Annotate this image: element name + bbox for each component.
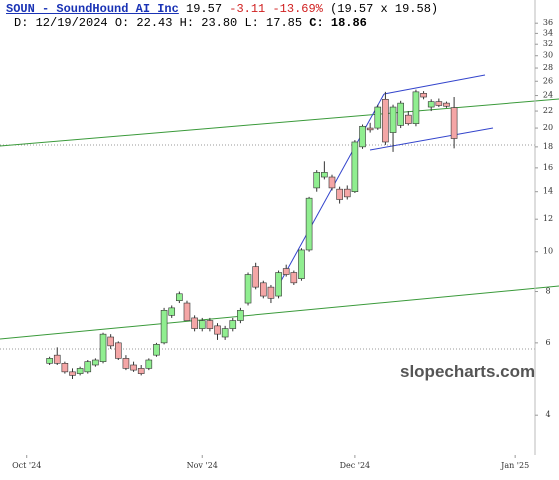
low: L: 17.85 [244, 16, 303, 30]
candle-body [305, 197, 313, 251]
candle-body [412, 91, 420, 124]
candle-body [107, 336, 114, 347]
candle-body [69, 371, 76, 376]
candle-body [130, 364, 137, 371]
y-tick-label: 30 [543, 51, 553, 60]
candle-body [366, 127, 374, 131]
y-tick-label: 4 [545, 410, 550, 419]
candle-body [351, 141, 359, 192]
trend-line [275, 93, 385, 291]
ohlc-header: D: 12/19/2024 O: 22.43 H: 23.80 L: 17.85… [14, 16, 367, 30]
change: -3.11 [229, 2, 266, 16]
high: H: 23.80 [179, 16, 238, 30]
candle-body [191, 317, 198, 329]
candle-body [435, 101, 443, 106]
bid-ask: (19.57 x 19.58) [330, 2, 439, 16]
candle-body [145, 359, 153, 369]
last: 19.57 [186, 2, 223, 16]
date: D: 12/19/2024 [14, 16, 108, 30]
candle-body [275, 272, 282, 297]
change-pct: -13.69% [272, 2, 323, 16]
y-tick-label: 28 [543, 63, 553, 72]
x-tick-label: Jan '25 [500, 461, 529, 470]
candle-body [389, 106, 397, 133]
x-tick-label: Oct '24 [12, 461, 41, 470]
y-tick-label: 22 [543, 106, 553, 115]
candle-body [244, 274, 252, 304]
open: O: 22.43 [114, 16, 173, 30]
candle-body [61, 363, 69, 373]
candle-body [321, 172, 328, 178]
x-tick-label: Nov '24 [187, 461, 218, 470]
candle-body [450, 107, 458, 139]
watermark: slopecharts.com [400, 362, 536, 381]
channel-line [369, 127, 494, 151]
candle-body [168, 307, 176, 316]
y-tick-label: 14 [543, 187, 553, 196]
trend-line [0, 285, 559, 340]
close: C: 18.86 [309, 16, 367, 30]
channel-line [383, 74, 486, 95]
y-tick-label: 12 [543, 214, 553, 223]
candle-body [420, 93, 427, 98]
candle-body [397, 102, 404, 126]
candle-body [206, 320, 214, 329]
candle-body [153, 344, 160, 356]
candle-body [114, 342, 122, 359]
candle-body [359, 125, 366, 148]
candle-body [443, 102, 450, 107]
candle-body [328, 176, 336, 189]
candle-body [183, 302, 191, 321]
y-tick-label: 34 [543, 28, 553, 37]
x-tick-label: Dec '24 [340, 461, 371, 470]
candle-body [229, 320, 237, 329]
candle-body [313, 172, 321, 189]
candle-body [282, 268, 290, 275]
y-tick-label: 36 [543, 18, 553, 27]
candle-body [92, 359, 99, 366]
candle-body [221, 328, 229, 338]
candle-body [343, 188, 351, 198]
y-tick-label: 18 [543, 142, 553, 151]
candle-body [198, 320, 206, 329]
y-tick-label: 8 [545, 287, 550, 296]
trend-line [0, 98, 559, 147]
candle-body [214, 325, 221, 335]
candle-body [298, 249, 305, 279]
y-tick-label: 26 [543, 76, 553, 85]
candle-body [176, 293, 183, 301]
candle-body [84, 361, 92, 373]
y-tick-label: 20 [543, 123, 553, 132]
candle-body [76, 368, 84, 374]
candle-body [427, 101, 435, 108]
candle-body [160, 310, 168, 344]
candle-body [290, 272, 298, 284]
y-tick-label: 6 [545, 338, 550, 347]
candle-body [336, 188, 343, 200]
y-tick-label: 24 [543, 91, 553, 100]
y-tick-label: 32 [543, 39, 553, 48]
candle-body [122, 358, 130, 369]
candle-body [252, 266, 259, 288]
candle-body [137, 368, 145, 374]
candle-body [237, 310, 244, 321]
title: SOUN - SoundHound AI Inc [6, 2, 179, 16]
candle-body [53, 354, 61, 364]
candle-body [267, 286, 275, 299]
candle-body [382, 98, 389, 143]
candle-body [99, 333, 107, 362]
candle-body [405, 114, 412, 124]
candle-body [46, 358, 53, 364]
candle-body [260, 282, 267, 297]
header: SOUN - SoundHound AI Inc 19.57 -3.11 -13… [6, 2, 438, 16]
y-tick-label: 16 [543, 163, 553, 172]
candle-body [374, 106, 382, 129]
y-tick-label: 10 [543, 247, 553, 256]
